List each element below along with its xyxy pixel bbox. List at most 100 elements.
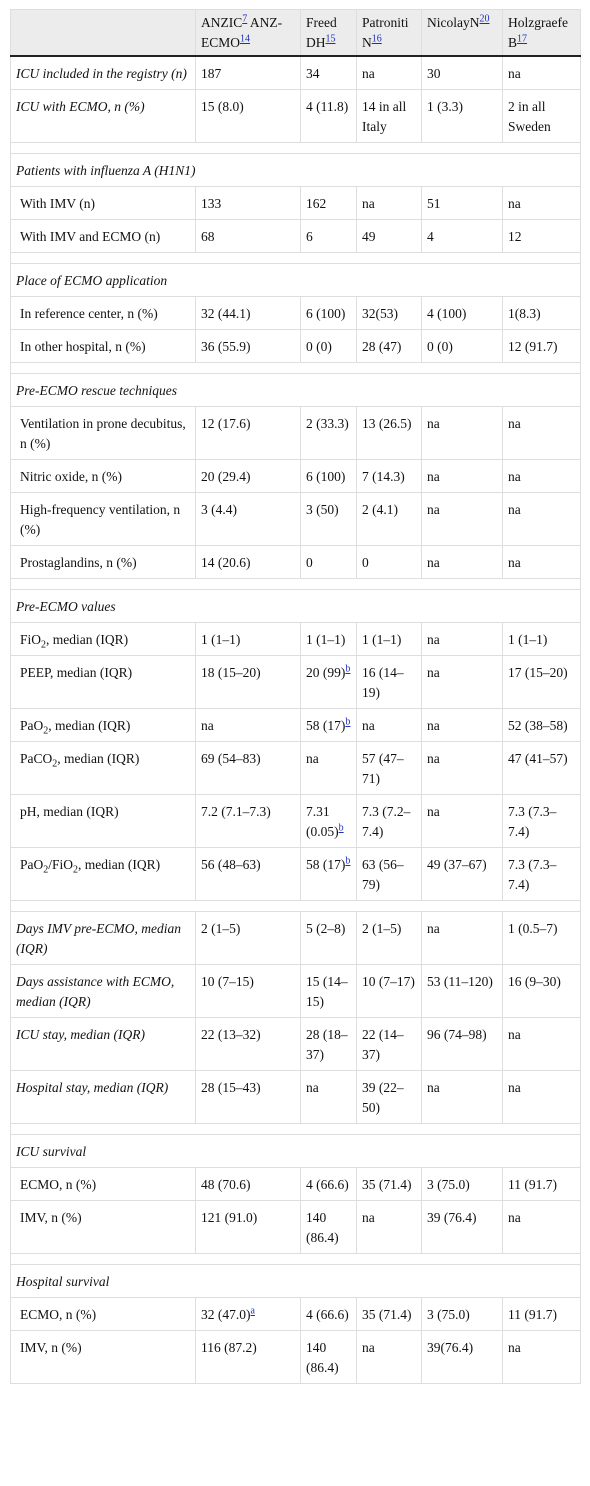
spacer-row xyxy=(10,1253,581,1265)
footnote-link[interactable]: b xyxy=(345,716,351,728)
footnote-link[interactable]: a xyxy=(250,1305,255,1317)
cell: na xyxy=(421,545,503,579)
label-part: /FiO xyxy=(48,857,74,872)
row-label: PaCO2, median (IQR) xyxy=(10,741,196,795)
cell-value: 58 (17) xyxy=(306,857,346,872)
cell: 39(76.4) xyxy=(421,1330,503,1384)
section-header-row: Pre-ECMO rescue techniques xyxy=(10,373,581,407)
section-header-row: Hospital survival xyxy=(10,1264,581,1298)
label-part: PaO xyxy=(20,718,44,733)
ref-link[interactable]: 14 xyxy=(240,33,251,45)
label-sub: 2 xyxy=(43,864,49,876)
cell: 58 (17)b xyxy=(300,708,357,742)
table-row: In reference center, n (%) 32 (44.1) 6 (… xyxy=(10,296,581,330)
cell: 0 xyxy=(300,545,357,579)
cell: 68 xyxy=(195,219,301,253)
cell: 7.2 (7.1–7.3) xyxy=(195,794,301,848)
cell: 0 (0) xyxy=(421,329,503,363)
cell: 13 (26.5) xyxy=(356,406,422,460)
cell: 28 (47) xyxy=(356,329,422,363)
cell: 4 (11.8) xyxy=(300,89,357,143)
cell: 32(53) xyxy=(356,296,422,330)
cell: na xyxy=(421,794,503,848)
header-holzgraefe: Holzgraefe B17 xyxy=(502,9,581,57)
cell: 53 (11–120) xyxy=(421,964,503,1018)
cell: na xyxy=(300,1070,357,1124)
cell: 2 in all Sweden xyxy=(502,89,581,143)
label-sub: 2 xyxy=(73,864,79,876)
cell: na xyxy=(421,1070,503,1124)
cell: 14 (20.6) xyxy=(195,545,301,579)
cell: 30 xyxy=(421,55,503,90)
row-label: With IMV and ECMO (n) xyxy=(10,219,196,253)
footnote-link[interactable]: b xyxy=(345,663,351,675)
table-row: ICU with ECMO, n (%) 15 (8.0) 4 (11.8) 1… xyxy=(10,89,581,143)
cell: 11 (91.7) xyxy=(502,1167,581,1201)
cell: 6 (100) xyxy=(300,296,357,330)
section-header-row: Patients with influenza A (H1N1) xyxy=(10,153,581,187)
cell: 49 xyxy=(356,219,422,253)
label-part: , median (IQR) xyxy=(48,718,131,733)
cell-value: 32 (47.0) xyxy=(201,1307,251,1322)
label-sub: 2 xyxy=(52,758,58,770)
cell: 58 (17)b xyxy=(300,847,357,901)
ref-link[interactable]: 16 xyxy=(371,33,382,45)
footnote-link[interactable]: b xyxy=(338,822,344,834)
cell: 4 (66.6) xyxy=(300,1297,357,1331)
cell: 35 (71.4) xyxy=(356,1167,422,1201)
cell: 1 (1–1) xyxy=(195,622,301,656)
table-row: Days IMV pre-ECMO, median (IQR) 2 (1–5) … xyxy=(10,911,581,965)
spacer-row xyxy=(10,362,581,374)
cell: na xyxy=(421,492,503,546)
cell: 16 (9–30) xyxy=(502,964,581,1018)
ref-link[interactable]: 15 xyxy=(325,33,336,45)
table-row: Ventilation in prone decubitus, n (%) 12… xyxy=(10,406,581,460)
header-nicolay: NicolayN20 xyxy=(421,9,503,57)
row-label: Days assistance with ECMO, median (IQR) xyxy=(10,964,196,1018)
row-label: ICU with ECMO, n (%) xyxy=(10,89,196,143)
cell: na xyxy=(502,55,581,90)
cell: 48 (70.6) xyxy=(195,1167,301,1201)
ref-link[interactable]: 20 xyxy=(479,13,490,25)
cell: na xyxy=(356,1200,422,1254)
header-holzgraefe-text: Holzgraefe B xyxy=(508,15,568,50)
cell: na xyxy=(502,1330,581,1384)
cell: na xyxy=(502,492,581,546)
cell: 1 (0.5–7) xyxy=(502,911,581,965)
table-row: PaO2/FiO2, median (IQR) 56 (48–63) 58 (1… xyxy=(10,847,581,901)
cell: na xyxy=(300,741,357,795)
ref-link[interactable]: 17 xyxy=(517,33,528,45)
cell: na xyxy=(421,708,503,742)
table-header-row: ANZIC7 ANZ-ECMO14 Freed DH15 Patroniti N… xyxy=(10,9,581,57)
section-title: Place of ECMO application xyxy=(10,263,581,297)
cell: 162 xyxy=(300,186,357,220)
row-label: PaO2, median (IQR) xyxy=(10,708,196,742)
table-row: PaCO2, median (IQR) 69 (54–83) na 57 (47… xyxy=(10,741,581,795)
table-row: Nitric oxide, n (%) 20 (29.4) 6 (100) 7 … xyxy=(10,459,581,493)
row-label: PaO2/FiO2, median (IQR) xyxy=(10,847,196,901)
cell: 6 (100) xyxy=(300,459,357,493)
cell: na xyxy=(502,459,581,493)
cell: 1(8.3) xyxy=(502,296,581,330)
table-row: pH, median (IQR) 7.2 (7.1–7.3) 7.31 (0.0… xyxy=(10,794,581,848)
cell: 63 (56–79) xyxy=(356,847,422,901)
row-label: With IMV (n) xyxy=(10,186,196,220)
ref-link[interactable]: 7 xyxy=(242,13,248,25)
cell: 51 xyxy=(421,186,503,220)
cell: na xyxy=(502,186,581,220)
header-anzic: ANZIC7 ANZ-ECMO14 xyxy=(195,9,301,57)
cell: 20 (99)b xyxy=(300,655,357,709)
cell: 10 (7–17) xyxy=(356,964,422,1018)
table-row: ECMO, n (%) 48 (70.6) 4 (66.6) 35 (71.4)… xyxy=(10,1167,581,1201)
row-label: Days IMV pre-ECMO, median (IQR) xyxy=(10,911,196,965)
spacer-row xyxy=(10,252,581,264)
cell: 121 (91.0) xyxy=(195,1200,301,1254)
table-row: IMV, n (%) 116 (87.2) 140 (86.4) na 39(7… xyxy=(10,1330,581,1384)
section-title: Hospital survival xyxy=(10,1264,581,1298)
row-label: In reference center, n (%) xyxy=(10,296,196,330)
header-anzecmo-text: ANZ-ECMO xyxy=(201,15,283,50)
header-patroniti-text: Patroniti N xyxy=(362,15,409,50)
label-sub: 2 xyxy=(41,639,47,651)
footnote-link[interactable]: b xyxy=(345,855,351,867)
label-part: , median (IQR) xyxy=(46,632,129,647)
